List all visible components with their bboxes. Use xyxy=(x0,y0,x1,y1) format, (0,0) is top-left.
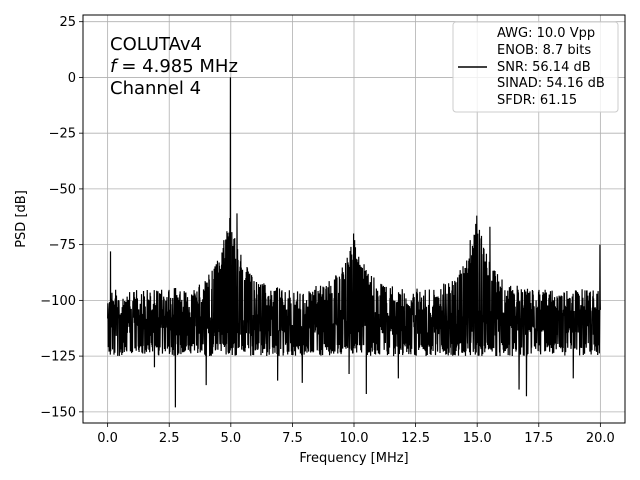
y-tick-label: −125 xyxy=(40,350,76,365)
x-tick-label: 5.0 xyxy=(220,431,241,446)
y-tick-label: 0 xyxy=(68,71,76,86)
annotation-device: COLUTAv4 xyxy=(110,34,202,55)
legend-text-sinad: SINAD: 54.16 dB xyxy=(497,76,605,91)
x-tick-label: 17.5 xyxy=(524,431,553,446)
legend-text-awg: AWG: 10.0 Vpp xyxy=(497,26,595,41)
y-tick-label: −75 xyxy=(49,238,76,253)
x-tick-label: 10.0 xyxy=(340,431,369,446)
x-tick-label: 15.0 xyxy=(463,431,492,446)
y-tick-label: −150 xyxy=(40,405,76,420)
psd-series xyxy=(107,77,601,408)
legend-text-enob: ENOB: 8.7 bits xyxy=(497,43,591,58)
x-tick-label: 2.5 xyxy=(159,431,180,446)
annotation-frequency: f = 4.985 MHz xyxy=(110,56,238,77)
legend-text-snr: SNR: 56.14 dB xyxy=(497,60,591,75)
y-tick-label: −25 xyxy=(49,127,76,142)
x-tick-label: 7.5 xyxy=(282,431,303,446)
y-axis-label: PSD [dB] xyxy=(14,190,29,248)
y-tick-label: −50 xyxy=(49,182,76,197)
annotation-f-symbol: f xyxy=(110,56,119,77)
legend-box xyxy=(452,21,619,113)
legend-text-sfdr: SFDR: 61.15 xyxy=(497,93,577,108)
psd-line xyxy=(107,77,601,408)
annotation-channel: Channel 4 xyxy=(110,78,201,99)
x-tick-label: 0.0 xyxy=(97,431,118,446)
x-axis-label: Frequency [MHz] xyxy=(299,451,408,466)
x-axis-ticks: 0.0 2.5 5.0 7.5 10.0 12.5 15.0 17.5 20.0 xyxy=(97,423,615,446)
y-tick-label: −100 xyxy=(40,294,76,309)
y-axis-ticks: 25 0 −25 −50 −75 −100 −125 −150 xyxy=(40,15,83,420)
legend: AWG: 10.0 Vpp ENOB: 8.7 bits SNR: 56.14 … xyxy=(452,21,619,113)
annotation-frequency-value: = 4.985 MHz xyxy=(121,56,238,77)
x-tick-label: 20.0 xyxy=(586,431,615,446)
y-tick-label: 25 xyxy=(59,15,76,30)
x-tick-label: 12.5 xyxy=(401,431,430,446)
